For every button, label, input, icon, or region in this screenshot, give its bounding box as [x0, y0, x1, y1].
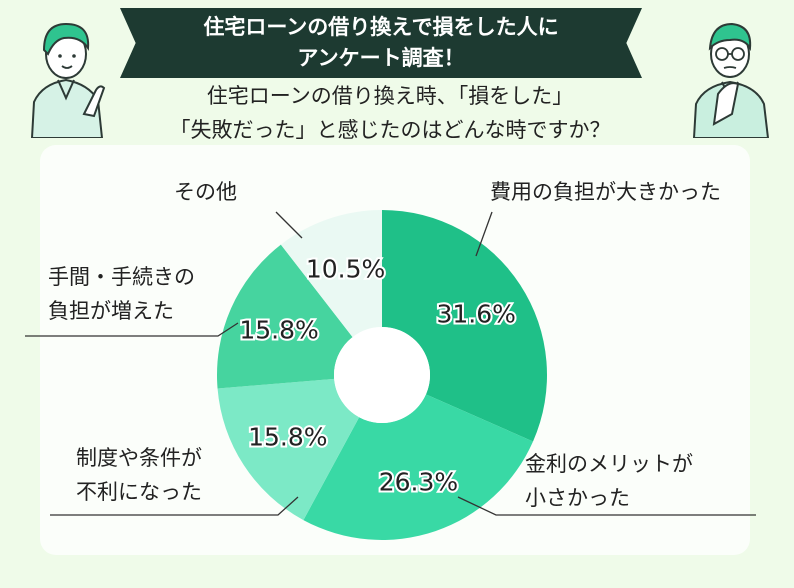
survey-question-line2: 「失敗だった」と感じたのはどんな時ですか？	[169, 118, 611, 142]
value-label-effort: 15.8%	[239, 316, 318, 345]
leader-line-effort	[25, 322, 239, 337]
donut-hole	[334, 327, 430, 423]
donut-slices	[217, 210, 547, 540]
donut-value-labels: 31.6% 26.3% 15.8% 15.8% 10.5%	[237, 253, 518, 499]
donut-slice-rate	[303, 394, 534, 540]
donut-slice-system	[217, 378, 360, 521]
donut-slice-cost	[382, 210, 547, 442]
category-label-effort: 手間・手続きの 負担が増えた	[48, 265, 195, 323]
leader-line-other	[275, 211, 303, 239]
donut-slice-effort	[217, 244, 353, 389]
value-label-system: 15.8%	[248, 422, 327, 451]
value-label-other: 10.5%	[306, 255, 385, 284]
banner-title-line1: 住宅ローンの借り換えで損をした人に	[203, 15, 559, 39]
leader-line-cost	[475, 211, 493, 257]
value-label-cost: 31.6%	[437, 300, 516, 329]
leader-line-system	[50, 496, 299, 516]
category-label-other: その他	[174, 180, 237, 204]
banner-title-line2: アンケート調査！	[297, 46, 465, 70]
leader-line-rate	[457, 496, 756, 516]
title-banner: 住宅ローンの借り換えで損をした人に アンケート調査！	[120, 8, 642, 78]
category-label-cost: 費用の負担が大きかった	[490, 180, 721, 204]
person-left-illustration	[30, 22, 106, 138]
value-label-rate: 26.3%	[379, 467, 458, 496]
person-right-illustration	[692, 22, 770, 138]
category-label-system: 制度や条件が 不利になった	[76, 446, 202, 504]
donut-slice-other	[280, 210, 382, 338]
survey-question-line1: 住宅ローンの借り換え時、「損をした」	[206, 84, 574, 108]
category-label-rate: 金利のメリットが 小さかった	[525, 452, 693, 510]
leader-lines	[25, 211, 756, 516]
